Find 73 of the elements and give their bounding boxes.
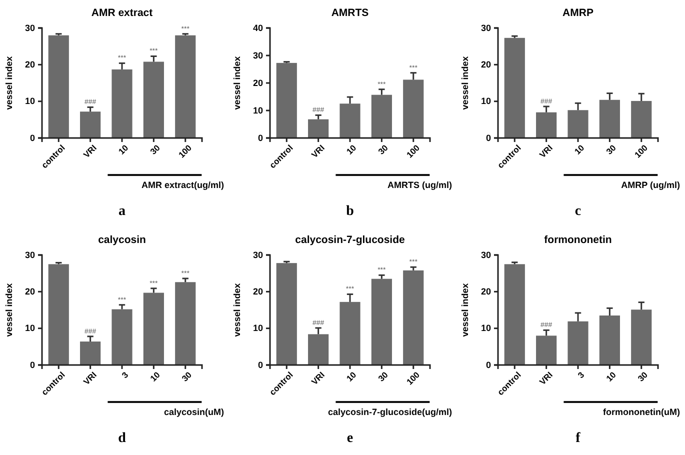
text: f bbox=[576, 431, 581, 446]
y-tick-label: 20 bbox=[480, 286, 491, 297]
x-tick-label: 30 bbox=[604, 142, 618, 156]
chart-title: calycosin bbox=[98, 234, 146, 246]
x-tick-label: VRI bbox=[81, 370, 98, 387]
chart-title: formononetin bbox=[544, 234, 612, 246]
y-tick-label: 10 bbox=[252, 105, 263, 116]
chart-title: AMRP bbox=[562, 7, 594, 19]
y-tick-label: 30 bbox=[480, 22, 491, 33]
x-tick-label: 30 bbox=[148, 142, 162, 156]
x-tick-label: 30 bbox=[376, 370, 390, 384]
x-tick-label: 30 bbox=[376, 142, 390, 156]
text: a bbox=[118, 204, 126, 219]
y-tick-label: 0 bbox=[30, 360, 35, 370]
y-tick-label: 10 bbox=[480, 323, 491, 334]
text: d bbox=[118, 431, 126, 446]
y-tick-label: 30 bbox=[24, 250, 35, 260]
y-tick-label: 0 bbox=[258, 132, 263, 143]
y-axis-title: vessel index bbox=[232, 283, 242, 337]
x-axis-title: AMRTS (ug/ml) bbox=[388, 180, 452, 190]
x-tick-label: 10 bbox=[148, 370, 162, 384]
x-tick-label: 10 bbox=[604, 370, 618, 384]
y-tick-label: 10 bbox=[480, 96, 491, 106]
chart-title: AMR extract bbox=[91, 7, 154, 19]
y-tick-label: 40 bbox=[252, 22, 263, 33]
x-tick-label: 3 bbox=[576, 370, 586, 380]
x-tick-label: 3 bbox=[120, 370, 130, 380]
chart-title: calycosin-7-glucoside bbox=[295, 234, 406, 246]
x-tick-label: VRI bbox=[309, 142, 326, 160]
y-tick-label: 20 bbox=[252, 286, 263, 297]
chart-title: AMRTS bbox=[331, 7, 369, 19]
x-tick-label: 10 bbox=[344, 142, 358, 156]
y-tick-label: 20 bbox=[252, 78, 263, 88]
x-tick-label: 10 bbox=[572, 142, 586, 156]
y-tick-label: 20 bbox=[480, 60, 491, 70]
text: c bbox=[574, 204, 582, 219]
y-tick-label: 30 bbox=[252, 250, 263, 260]
y-tick-label: 0 bbox=[486, 132, 491, 143]
x-axis-title: formononetin(uM) bbox=[603, 407, 680, 417]
x-axis-title: AMR extract(ug/ml) bbox=[141, 180, 224, 190]
text: b bbox=[346, 204, 354, 219]
y-tick-label: 20 bbox=[24, 60, 35, 70]
y-tick-label: 30 bbox=[24, 22, 35, 33]
y-axis-title: vessel index bbox=[460, 56, 470, 110]
x-tick-label: 100 bbox=[404, 142, 422, 160]
y-axis-title: vessel index bbox=[4, 56, 14, 110]
y-tick-label: 10 bbox=[252, 323, 263, 334]
x-tick-label: 100 bbox=[176, 142, 194, 160]
x-tick-label: VRI bbox=[81, 142, 98, 160]
x-axis-title: calycosin-7-glucoside(ug/ml) bbox=[328, 407, 452, 417]
y-tick-label: 10 bbox=[24, 323, 35, 334]
y-tick-label: 0 bbox=[486, 360, 491, 370]
x-tick-label: VRI bbox=[537, 142, 554, 160]
y-axis-title: vessel index bbox=[232, 56, 242, 110]
y-tick-label: 30 bbox=[252, 50, 263, 60]
x-tick-label: 100 bbox=[632, 142, 650, 160]
y-tick-label: 0 bbox=[258, 360, 263, 370]
x-axis-title: AMRP (ug/ml) bbox=[621, 180, 680, 190]
x-tick-label: 10 bbox=[344, 370, 358, 384]
y-tick-label: 30 bbox=[480, 250, 491, 260]
x-axis-title: calycosin(uM) bbox=[164, 407, 224, 417]
y-tick-label: 0 bbox=[30, 132, 35, 143]
y-tick-label: 10 bbox=[24, 96, 35, 106]
x-tick-label: 10 bbox=[116, 142, 130, 156]
x-tick-label: VRI bbox=[309, 370, 326, 387]
y-axis-title: vessel index bbox=[460, 283, 470, 337]
x-tick-label: 30 bbox=[636, 370, 650, 384]
x-tick-label: VRI bbox=[537, 370, 554, 387]
y-tick-label: 20 bbox=[24, 286, 35, 297]
x-tick-label: 30 bbox=[180, 370, 194, 384]
text: e bbox=[346, 431, 354, 446]
y-axis-title: vessel index bbox=[4, 283, 14, 337]
x-tick-label: 100 bbox=[404, 370, 422, 387]
